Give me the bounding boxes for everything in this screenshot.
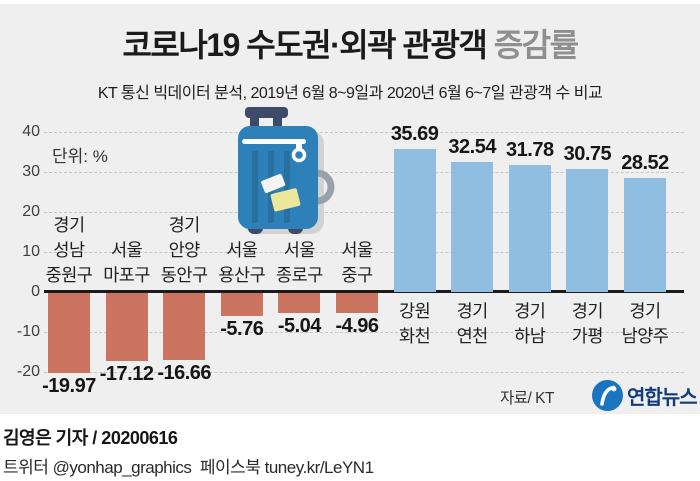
bar <box>566 169 609 292</box>
page-title: 코로나19 수도권·외곽 관광객 증감률 <box>0 20 700 66</box>
bar <box>393 149 436 292</box>
bar-value-label: -19.97 <box>42 374 96 397</box>
grid-line <box>44 252 684 253</box>
bar-value-label: -5.04 <box>277 315 322 338</box>
bar-category-label: 경기 하남 <box>514 301 546 346</box>
grid-line <box>44 132 684 133</box>
title-accent: 증감률 <box>493 27 579 63</box>
bar <box>451 161 494 292</box>
yonhap-logo-icon <box>592 380 623 411</box>
unit-label: 단위: % <box>52 147 108 166</box>
bar <box>105 293 148 362</box>
bar <box>624 177 666 292</box>
bar <box>220 293 263 317</box>
grid-line <box>44 332 684 333</box>
social-links: 트위터 @yonhap_graphics 페이스북 tuney.kr/LeYN1 <box>3 458 374 477</box>
bar-value-label: -5.76 <box>220 318 264 341</box>
y-tick-label: -20 <box>16 363 40 380</box>
title-main: 코로나19 수도권·외곽 관광객 <box>122 27 494 63</box>
bar-category-label: 강원 화천 <box>398 301 431 346</box>
bar-category-label: 서울 종로구 <box>275 240 323 285</box>
bar <box>48 293 90 373</box>
y-tick-label: 10 <box>22 243 40 260</box>
bar-category-label: 서울 용산구 <box>218 240 266 285</box>
y-tick-label: 0 <box>31 283 40 300</box>
bar-category-label: 서울 마포구 <box>103 240 150 285</box>
y-tick-label: -10 <box>16 323 40 340</box>
yonhap-logo-text: 연합뉴스 <box>627 387 698 409</box>
zero-axis-line <box>44 290 684 293</box>
bar <box>163 293 206 360</box>
bar-value-label: 30.75 <box>563 143 612 165</box>
bar-value-label: 32.54 <box>448 135 496 158</box>
bar-category-label: 서울 중구 <box>341 240 373 285</box>
bar-category-label: 경기 연천 <box>456 301 489 346</box>
bar-value-label: 35.69 <box>390 123 439 146</box>
bar-category-label: 경기 성남 중원구 <box>45 215 93 285</box>
yonhap-logo: 연합뉴스 <box>592 380 698 411</box>
y-tick-label: 40 <box>22 123 40 140</box>
bar-category-label: 경기 가평 <box>571 301 604 346</box>
bar-category-label: 경기 남양주 <box>621 301 669 346</box>
subtitle: KT 통신 빅데이터 분석, 2019년 6월 8~9일과 2020년 6월 6… <box>97 85 603 102</box>
y-tick-label: 30 <box>22 163 40 180</box>
byline: 김영은 기자 / 20200616 <box>3 428 178 448</box>
grid-line <box>44 172 684 173</box>
bar-category-label: 경기 안양 동안구 <box>160 215 208 285</box>
bar <box>508 164 551 292</box>
bar <box>278 293 321 314</box>
grid-line <box>44 372 684 373</box>
bar <box>336 293 378 313</box>
bar-value-label: 31.78 <box>506 138 554 161</box>
bar-value-label: -17.12 <box>99 363 154 386</box>
bar-value-label: -4.96 <box>335 314 379 337</box>
suitcase-icon <box>238 107 335 234</box>
grid-line <box>44 212 684 213</box>
bar-value-label: -16.66 <box>157 361 212 384</box>
source-label: 자료/ KT <box>500 390 554 407</box>
bar-value-label: 28.52 <box>621 151 669 174</box>
y-tick-label: 20 <box>22 203 40 220</box>
